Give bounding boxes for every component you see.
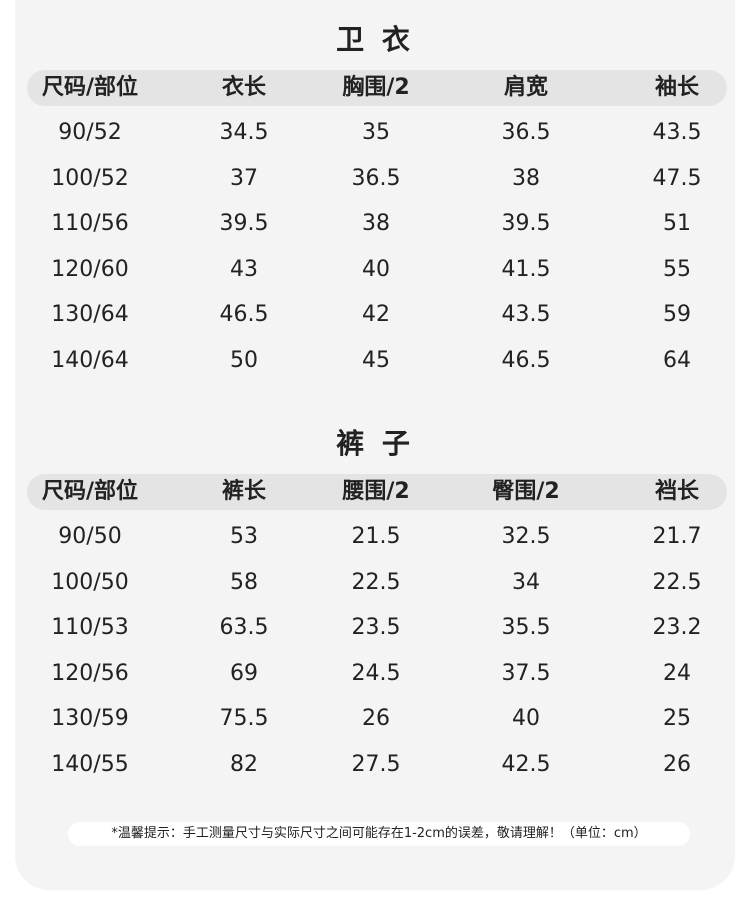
data-cell: 50 (230, 348, 258, 373)
header-bar (27, 474, 727, 510)
data-cell: 37 (230, 165, 258, 191)
header-cell: 胸围/2 (342, 75, 410, 100)
data-cell: 140/64 (51, 348, 129, 373)
data-cell: 24.5 (351, 660, 401, 686)
data-cell: 59 (663, 302, 691, 328)
section-title: 卫 衣 (336, 23, 414, 56)
data-cell: 69 (230, 660, 258, 686)
panel (15, 0, 735, 890)
header-cell: 袖长 (654, 75, 699, 100)
data-cell: 41.5 (501, 256, 551, 282)
data-cell: 40 (362, 256, 390, 282)
data-cell: 43.5 (652, 120, 702, 145)
data-cell: 55 (663, 256, 691, 282)
data-cell: 110/56 (51, 211, 129, 237)
data-cell: 100/50 (51, 569, 129, 595)
data-cell: 45 (362, 348, 390, 373)
data-cell: 64 (663, 348, 691, 373)
data-cell: 130/64 (51, 302, 129, 328)
data-cell: 82 (230, 752, 258, 777)
header-cell: 尺码/部位 (41, 75, 139, 100)
data-cell: 46.5 (219, 302, 269, 328)
data-cell: 27.5 (351, 752, 401, 777)
data-cell: 34.5 (219, 120, 269, 145)
data-cell: 38 (362, 211, 390, 237)
data-cell: 43.5 (501, 302, 551, 328)
data-cell: 42.5 (501, 752, 551, 777)
data-cell: 120/60 (51, 256, 129, 282)
data-cell: 36.5 (351, 165, 401, 191)
data-cell: 47.5 (652, 165, 702, 191)
data-cell: 36.5 (501, 120, 551, 145)
data-cell: 51 (663, 211, 691, 237)
header-cell: 衣长 (221, 75, 266, 100)
header-cell: 裤长 (221, 479, 266, 504)
data-cell: 42 (362, 302, 390, 328)
data-cell: 35 (362, 120, 390, 145)
data-cell: 22.5 (351, 569, 401, 595)
data-cell: 130/59 (51, 706, 129, 732)
data-cell: 23.2 (652, 615, 702, 641)
data-cell: 120/56 (51, 660, 129, 686)
header-bar (27, 70, 727, 106)
data-cell: 40 (512, 706, 540, 732)
header-cell: 臀围/2 (492, 479, 560, 504)
data-cell: 22.5 (652, 569, 702, 595)
data-cell: 75.5 (219, 706, 269, 732)
data-cell: 39.5 (501, 211, 551, 237)
data-cell: 110/53 (51, 615, 129, 641)
data-cell: 34 (512, 569, 540, 595)
data-cell: 46.5 (501, 348, 551, 373)
data-cell: 26 (362, 706, 390, 732)
note: *温馨提示：手工测量尺寸与实际尺寸之间可能存在1-2cm的误差，敬请理解！（单位… (68, 822, 690, 846)
data-cell: 58 (230, 569, 258, 595)
data-cell: 21.7 (652, 524, 702, 549)
data-cell: 39.5 (219, 211, 269, 237)
header-cell: 肩宽 (503, 75, 548, 100)
data-cell: 38 (512, 165, 540, 191)
data-cell: 140/55 (51, 752, 129, 777)
data-cell: 21.5 (351, 524, 401, 549)
header-cell: 尺码/部位 (41, 479, 139, 504)
data-cell: 26 (663, 752, 691, 777)
data-cell: 37.5 (501, 660, 551, 686)
data-cell: 43 (230, 256, 258, 282)
data-cell: 25 (663, 706, 691, 732)
data-cell: 100/52 (51, 165, 129, 191)
data-cell: 23.5 (351, 615, 401, 641)
header-cell: 裆长 (654, 479, 699, 504)
data-cell: 90/52 (58, 120, 122, 145)
data-cell: 32.5 (501, 524, 551, 549)
section-title: 裤 子 (336, 427, 414, 460)
data-cell: 63.5 (219, 615, 269, 641)
data-cell: 24 (663, 660, 691, 686)
header-cell: 腰围/2 (342, 479, 410, 504)
data-cell: 90/50 (58, 524, 122, 549)
data-cell: 53 (230, 524, 258, 549)
data-cell: 35.5 (501, 615, 551, 641)
